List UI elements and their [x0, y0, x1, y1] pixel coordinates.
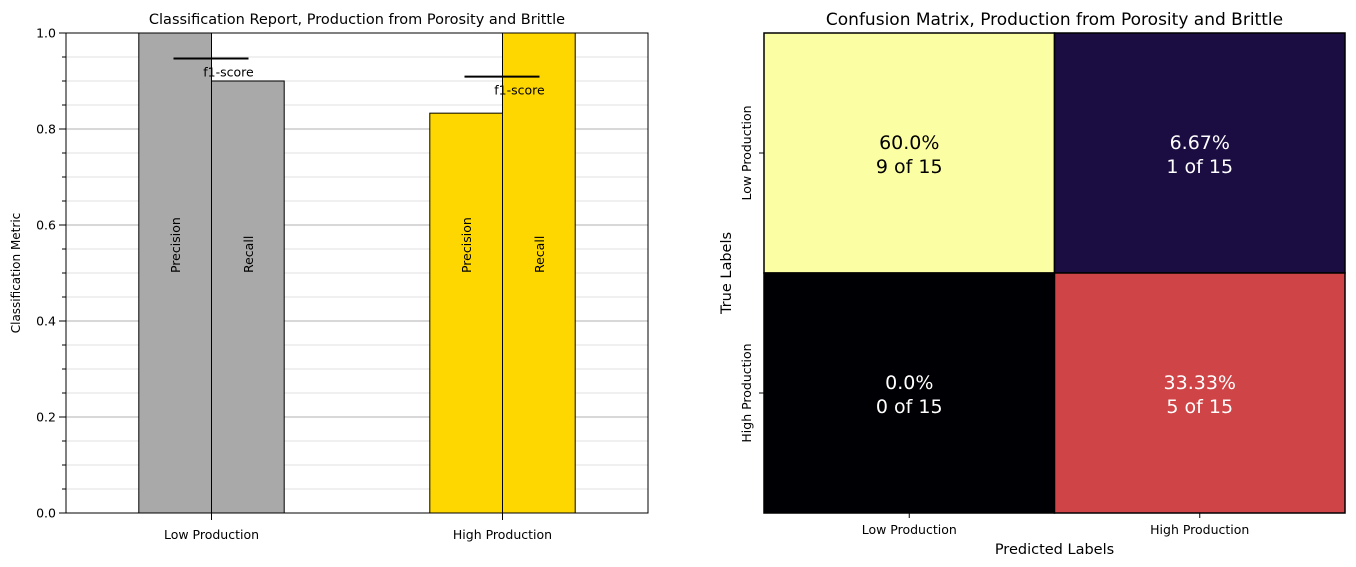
bar-label: Recall: [532, 236, 547, 273]
x-tick-label: High Production: [453, 527, 552, 542]
y-tick-label: 1.0: [36, 26, 56, 41]
x-tick-label: Low Production: [862, 522, 957, 537]
matrix-cells: 60.0%9 of 15 6.67%1 of 15 0.0%0 of 15 33.33…: [763, 32, 1346, 514]
y-tick-label: 0.8: [36, 122, 56, 137]
bars: Precision Recall Precision Recall: [138, 32, 576, 514]
chart-title: Confusion Matrix, Production from Porosi…: [826, 10, 1283, 30]
y-tick-label: High Production: [739, 343, 754, 442]
cell-count: 9 of 15: [876, 156, 943, 178]
x-tick-label: High Production: [1150, 522, 1249, 537]
chart-title: Classification Report, Production from P…: [149, 12, 565, 28]
x-axis-label: Predicted Labels: [995, 542, 1114, 558]
cell-percent: 0.0%: [885, 372, 933, 394]
matrix-cell: [1053, 32, 1346, 274]
cell-percent: 60.0%: [879, 132, 939, 154]
confusion-matrix-chart: 60.0%9 of 15 6.67%1 of 15 0.0%0 of 15 33.33…: [719, 10, 1346, 558]
cell-count: 1 of 15: [1166, 156, 1233, 178]
y-tick-label: Low Production: [739, 105, 754, 200]
bar-label: Precision: [459, 217, 474, 273]
bar-precision: [429, 112, 503, 514]
f1-score-label: f1-score: [494, 83, 545, 98]
classification-report-chart: Precision Recall Precision Recall f1-scoref…: [9, 12, 649, 542]
cell-percent: 33.33%: [1164, 372, 1236, 394]
y-tick-label: 0.0: [36, 506, 56, 521]
matrix-cell: [763, 32, 1056, 274]
y-axis-label: True Labels: [719, 232, 735, 315]
cell-count: 5 of 15: [1166, 396, 1233, 418]
f1-score-markers: f1-score f1-score: [173, 57, 545, 98]
f1-score-label: f1-score: [203, 64, 254, 79]
x-axis: Low Production High Production: [164, 513, 552, 542]
y-axis: 0.0 0.2 0.4 0.6 0.8 1.0: [36, 26, 66, 521]
cell-count: 0 of 15: [876, 396, 943, 418]
bar-recall: [502, 32, 576, 514]
matrix-cell: [763, 272, 1056, 514]
y-tick-label: 0.4: [36, 314, 56, 329]
matrix-cell: [1053, 272, 1346, 514]
matrix-axes: Low Production High Production Low Product…: [739, 105, 1249, 537]
y-axis-label: Classification Metric: [9, 213, 23, 334]
cell-percent: 6.67%: [1170, 132, 1230, 154]
y-tick-label: 0.2: [36, 410, 56, 425]
bar-label: Precision: [168, 217, 183, 273]
bar-recall: [211, 80, 285, 514]
x-tick-label: Low Production: [164, 527, 259, 542]
bar-label: Recall: [241, 236, 256, 273]
y-tick-label: 0.6: [36, 218, 56, 233]
